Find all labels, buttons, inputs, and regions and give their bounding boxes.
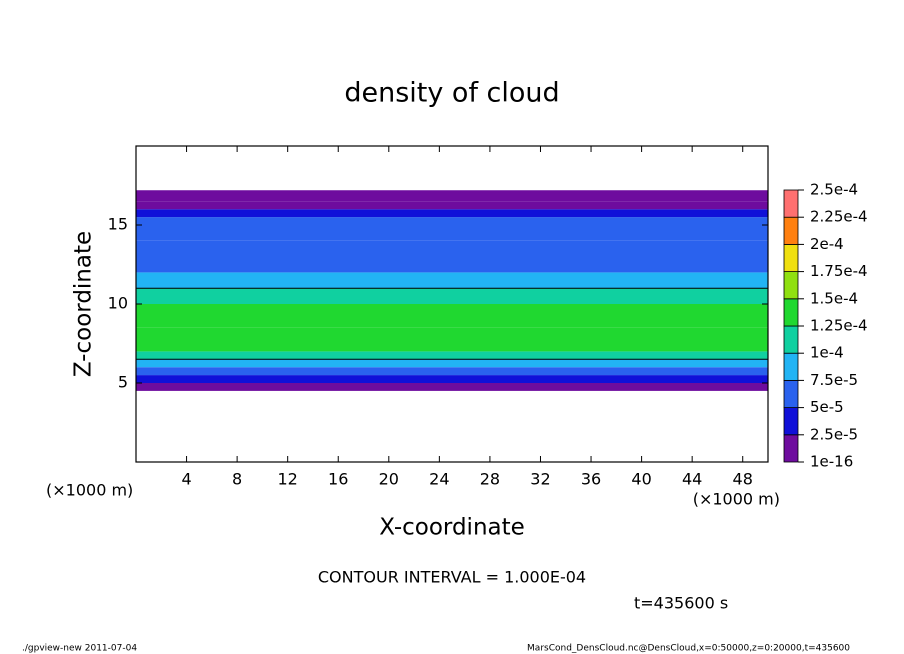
chart-title: density of cloud — [344, 78, 559, 109]
colorbar-box — [783, 298, 799, 327]
density-band — [136, 383, 768, 391]
colorbar-label: 2.5e-5 — [810, 425, 858, 443]
density-band — [136, 351, 768, 360]
y-tick-label: 10 — [108, 294, 128, 313]
density-band — [136, 359, 768, 368]
x-tick-label: 8 — [232, 470, 242, 489]
colorbar-box — [783, 407, 799, 436]
colorbar-label: 1.5e-4 — [810, 289, 858, 307]
density-band — [136, 272, 768, 289]
x-tick-label: 20 — [379, 470, 399, 489]
colorbar-label: 7.5e-5 — [810, 371, 858, 389]
x-unit-label: (×1000 m) — [693, 490, 780, 509]
colorbar-label: 2.5e-4 — [810, 181, 858, 199]
contour-interval: CONTOUR INTERVAL = 1.000E-04 — [318, 568, 586, 587]
colorbar-box — [783, 379, 799, 408]
colorbar-box — [783, 271, 799, 300]
time-label: t=435600 s — [634, 594, 728, 613]
density-band — [136, 190, 768, 202]
density-band — [136, 327, 768, 352]
x-tick-label: 48 — [733, 470, 753, 489]
density-band — [136, 304, 768, 328]
x-tick-label: 16 — [328, 470, 348, 489]
colorbar-label: 1e-16 — [810, 453, 853, 471]
footer-left: ./gpview-new 2011-07-04 — [22, 644, 137, 654]
x-tick-label: 24 — [429, 470, 449, 489]
colorbar-label: 2e-4 — [810, 235, 844, 253]
colorbar-box — [783, 189, 799, 218]
density-band — [136, 201, 768, 210]
colorbar-box — [783, 243, 799, 272]
colorbar-box — [783, 434, 799, 463]
x-tick-label: 28 — [480, 470, 500, 489]
colorbar-box — [783, 352, 799, 381]
density-band — [136, 240, 768, 273]
x-tick-label: 44 — [682, 470, 702, 489]
density-band — [136, 367, 768, 376]
x-tick-label: 4 — [181, 470, 191, 489]
footer-right: MarsCond_DensCloud.nc@DensCloud,x=0:5000… — [527, 644, 850, 654]
density-band — [136, 375, 768, 383]
y-tick-label: 15 — [108, 215, 128, 234]
colorbar-box — [783, 325, 799, 354]
density-band — [136, 217, 768, 241]
colorbar-label: 5e-5 — [810, 398, 844, 416]
colorbar-label: 1.75e-4 — [810, 262, 868, 280]
colorbar-box — [783, 216, 799, 245]
y-axis-label: Z-coordinate — [71, 231, 97, 377]
x-tick-label: 12 — [278, 470, 298, 489]
density-band — [136, 209, 768, 218]
colorbar-label: 1e-4 — [810, 344, 844, 362]
colorbar-label: 2.25e-4 — [810, 208, 868, 226]
density-band — [136, 288, 768, 304]
colorbar-label: 1.25e-4 — [810, 317, 868, 335]
x-tick-label: 32 — [530, 470, 550, 489]
y-tick-label: 5 — [118, 373, 128, 392]
y-unit-label: (×1000 m) — [46, 481, 133, 500]
x-tick-label: 36 — [581, 470, 601, 489]
x-axis-label: X-coordinate — [379, 515, 525, 541]
x-tick-label: 40 — [631, 470, 651, 489]
